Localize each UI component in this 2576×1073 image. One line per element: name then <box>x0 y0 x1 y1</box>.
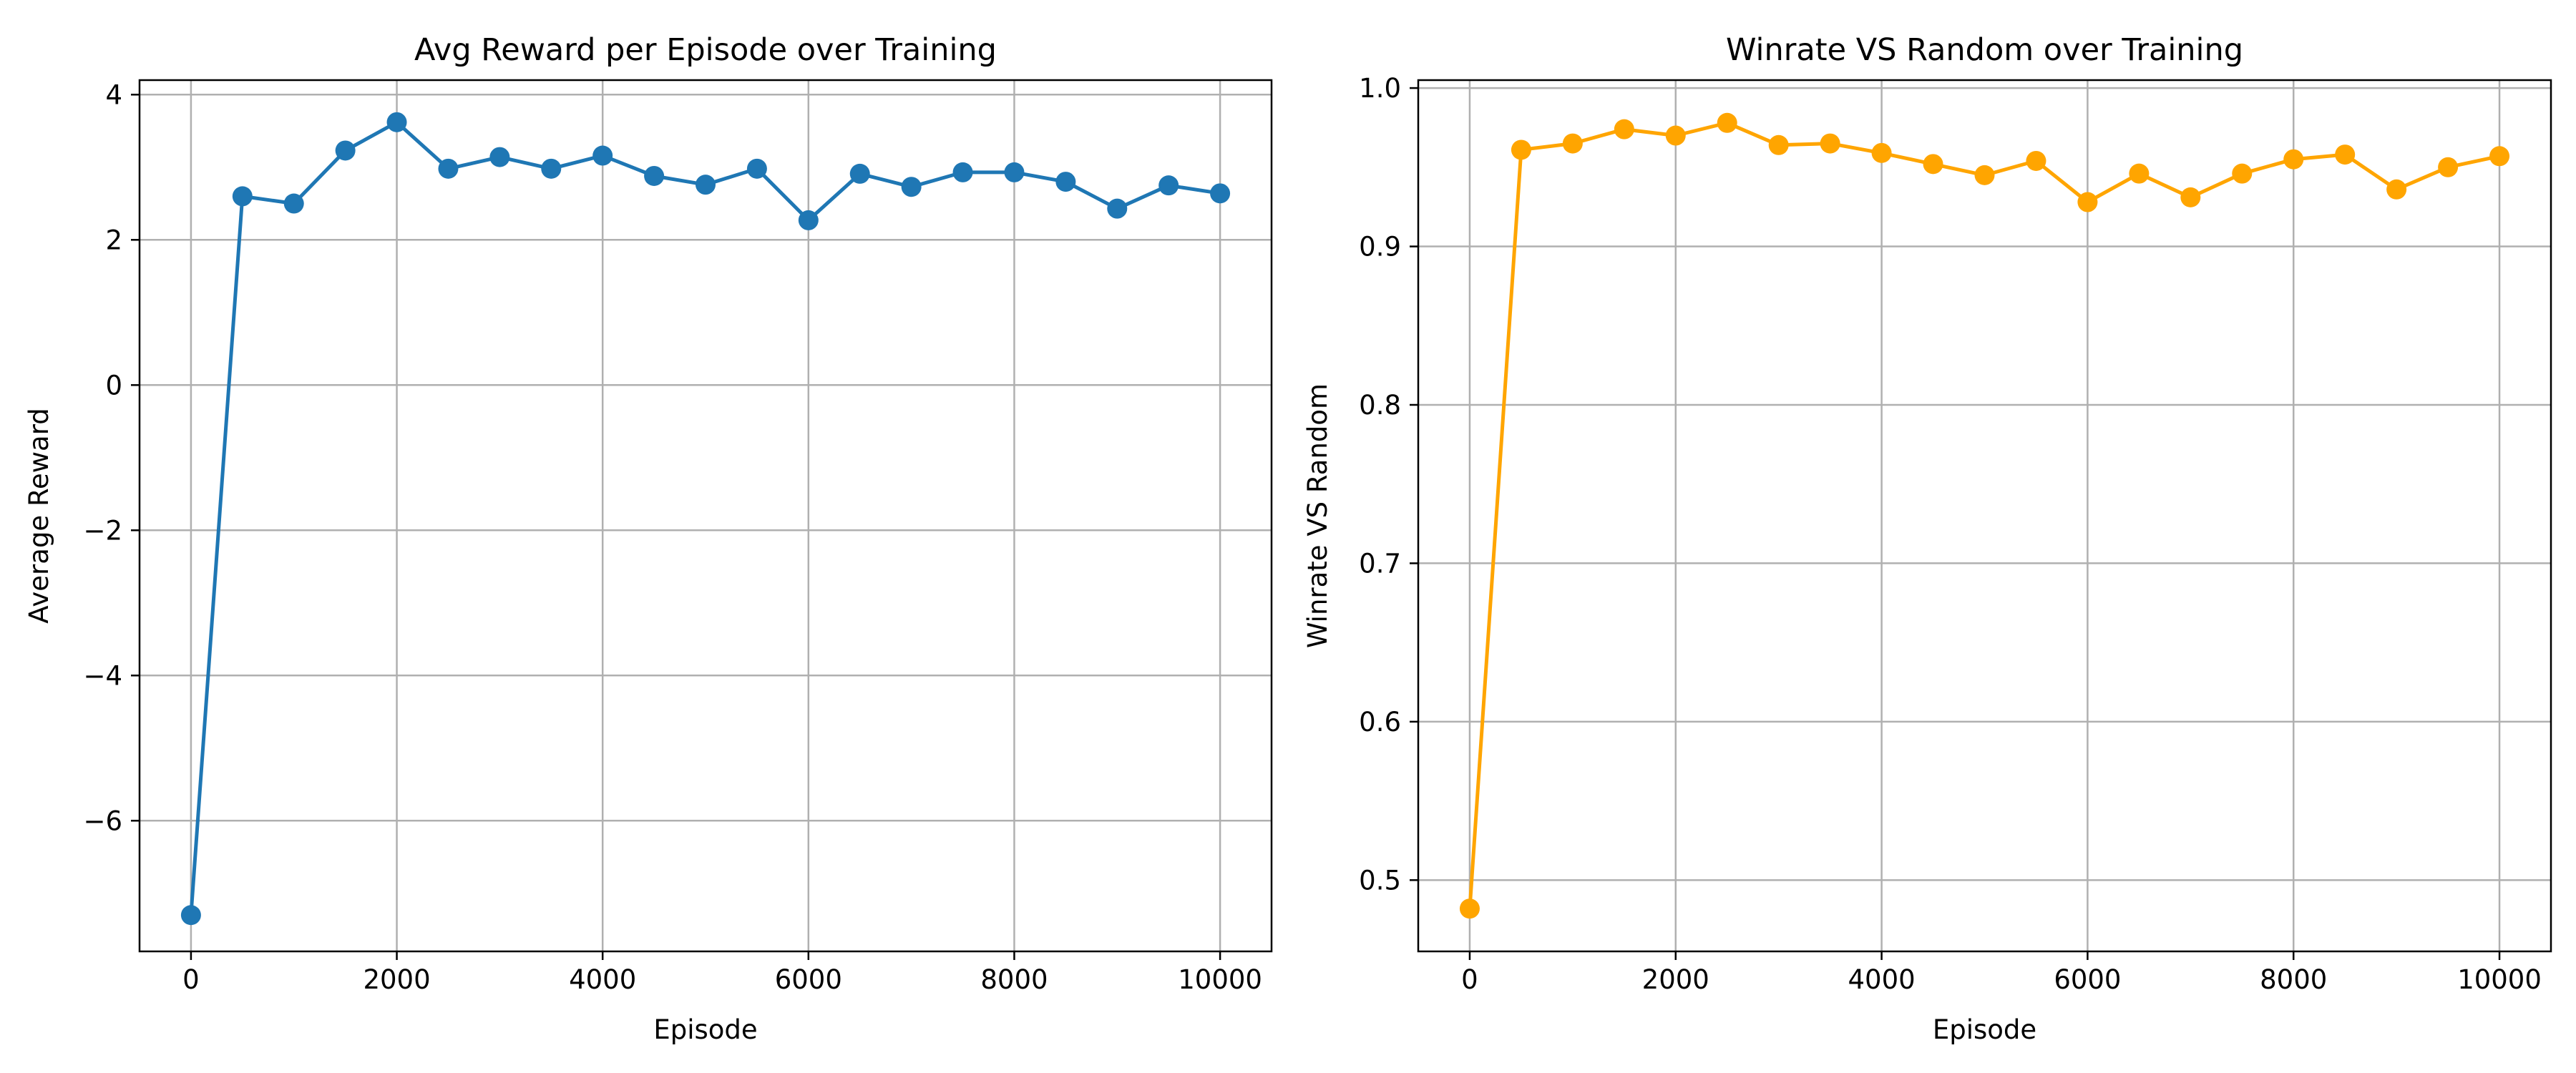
winrate-data-point <box>1665 125 1686 146</box>
reward-data-point <box>592 145 613 166</box>
reward-x-tick-label: 8000 <box>980 964 1048 995</box>
winrate-data-point <box>1511 139 1531 160</box>
winrate-data-point <box>2232 163 2253 184</box>
reward-chart: 0 2000 4000 6000 8000 10000 4 2 0 −2 −4 −6 Avg Rewa… <box>24 32 1273 1045</box>
reward-x-tick-label: 6000 <box>775 964 842 995</box>
reward-data-point <box>1158 175 1179 196</box>
winrate-y-tick-label: 1.0 <box>1359 73 1401 104</box>
winrate-data-point <box>2489 146 2510 167</box>
reward-x-tick-label: 2000 <box>363 964 430 995</box>
winrate-data-point <box>1923 154 1943 175</box>
winrate-axes-frame <box>1417 79 2552 953</box>
reward-data-point <box>1210 183 1231 204</box>
reward-data-point <box>952 162 973 182</box>
winrate-x-tick-label: 0 <box>1461 964 1478 995</box>
reward-data-point <box>901 177 922 197</box>
reward-data-point <box>438 158 459 179</box>
winrate-data-point <box>1871 142 1892 163</box>
winrate-gridlines <box>1418 80 2551 951</box>
reward-data-point <box>541 158 562 179</box>
reward-data-point <box>644 165 665 186</box>
winrate-y-tick-label: 0.7 <box>1359 548 1401 579</box>
reward-x-tick-label: 0 <box>182 964 200 995</box>
winrate-data-point <box>2283 149 2304 170</box>
reward-series <box>180 112 1231 926</box>
reward-data-point <box>1107 198 1128 219</box>
reward-data-point <box>1055 172 1076 192</box>
reward-axes-frame <box>138 79 1273 953</box>
reward-x-axis-label: Episode <box>653 1014 757 1045</box>
winrate-y-tick-label: 0.6 <box>1359 707 1401 738</box>
winrate-y-tick-label: 0.9 <box>1359 232 1401 263</box>
reward-data-point <box>232 186 253 207</box>
winrate-ticks: 0 2000 4000 6000 8000 10000 1.0 0.9 0.8 0.7 0.6 0.5 <box>1359 73 2542 995</box>
winrate-data-point <box>1562 133 1583 154</box>
reward-y-tick-label: 4 <box>105 79 122 110</box>
reward-data-point <box>489 147 510 167</box>
winrate-data-point <box>2026 150 2046 171</box>
winrate-data-point <box>2180 187 2201 207</box>
reward-data-point <box>386 112 407 132</box>
reward-data-point <box>335 140 356 161</box>
winrate-y-tick-label: 0.8 <box>1359 390 1401 421</box>
winrate-data-point <box>1820 133 1840 154</box>
reward-data-point <box>746 158 767 179</box>
reward-gridlines <box>140 80 1272 951</box>
winrate-data-point <box>1768 134 1789 155</box>
winrate-data-point <box>2077 192 2098 212</box>
winrate-y-axis-label: Winrate VS Random <box>1302 383 1333 648</box>
reward-x-tick-label: 4000 <box>569 964 636 995</box>
winrate-data-point <box>1459 898 1480 919</box>
reward-data-point <box>849 163 870 184</box>
reward-y-tick-label: 2 <box>105 225 122 255</box>
winrate-data-point <box>2335 144 2356 165</box>
reward-chart-title: Avg Reward per Episode over Training <box>414 32 997 68</box>
reward-ticks: 0 2000 4000 6000 8000 10000 4 2 0 −2 −4 −6 <box>83 79 1262 995</box>
reward-data-point <box>696 175 716 195</box>
winrate-data-point <box>2129 163 2150 184</box>
winrate-x-axis-label: Episode <box>1933 1014 2036 1045</box>
winrate-chart: 0 2000 4000 6000 8000 10000 1.0 0.9 0.8 0.7 0.6 0.5… <box>1302 32 2552 1045</box>
winrate-x-tick-label: 6000 <box>2054 964 2121 995</box>
reward-y-tick-label: −2 <box>83 515 122 546</box>
winrate-data-point <box>1974 165 1995 185</box>
reward-y-tick-label: −6 <box>83 805 122 836</box>
winrate-x-tick-label: 4000 <box>1848 964 1916 995</box>
reward-y-tick-label: −4 <box>83 660 122 691</box>
reward-data-point <box>798 210 819 230</box>
winrate-x-tick-label: 10000 <box>2457 964 2542 995</box>
reward-y-axis-label: Average Reward <box>24 408 54 624</box>
winrate-data-point <box>1614 119 1634 139</box>
reward-data-point <box>283 193 304 214</box>
reward-y-tick-label: 0 <box>105 370 122 401</box>
winrate-x-tick-label: 2000 <box>1642 964 1709 995</box>
winrate-series <box>1459 112 2510 919</box>
winrate-y-tick-label: 0.5 <box>1359 865 1401 896</box>
reward-data-point <box>1004 162 1025 182</box>
reward-data-point <box>180 905 201 926</box>
reward-x-tick-label: 10000 <box>1178 964 1262 995</box>
winrate-x-tick-label: 8000 <box>2260 964 2327 995</box>
winrate-data-point <box>2386 179 2407 200</box>
winrate-chart-title: Winrate VS Random over Training <box>1726 32 2243 68</box>
winrate-data-point <box>1717 112 1737 133</box>
winrate-data-point <box>2438 157 2459 177</box>
